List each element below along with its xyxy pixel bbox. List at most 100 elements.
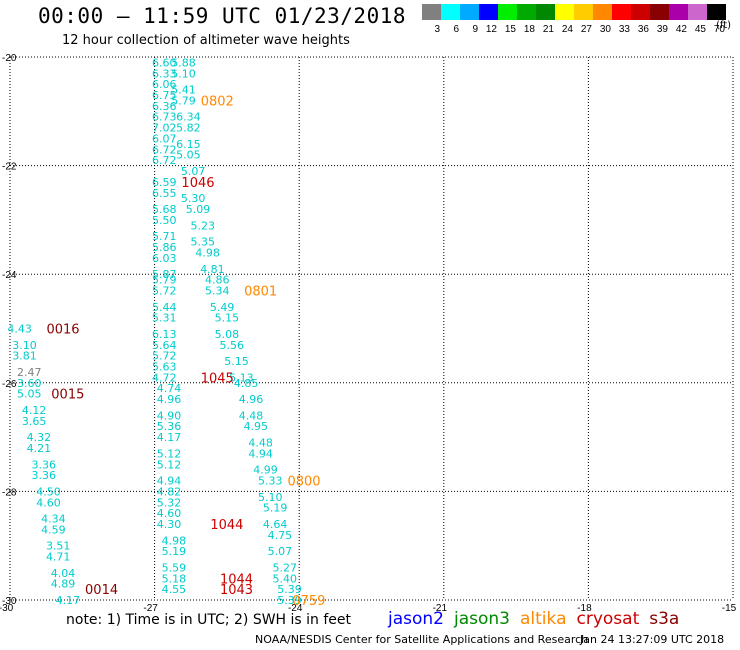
legend-entry-altika: altika [520, 609, 567, 629]
swh-value-label: 5.32 [157, 496, 182, 509]
swh-value-label: 6.59 [152, 176, 177, 189]
color-scale-swatch [669, 4, 688, 20]
swh-value-label: 6.33 [152, 67, 177, 80]
swh-value-label: 4.48 [248, 437, 273, 450]
swh-value-label: 5.56 [219, 339, 244, 352]
swh-value-label: 5.09 [186, 203, 211, 216]
color-scale-label: 27 [581, 24, 593, 35]
y-tick-label: -20 [2, 53, 17, 64]
swh-value-label: 5.79 [152, 274, 177, 287]
swh-value-label: 4.90 [157, 409, 182, 422]
swh-value-label: 5.87 [152, 268, 177, 281]
swh-value-label: 4.94 [157, 475, 182, 488]
color-scale-swatch [536, 4, 555, 20]
color-scale-swatch [479, 4, 498, 20]
swh-value-label: 5.05 [176, 149, 201, 162]
footnote: note: 1) Time is in UTC; 2) SWH is in fe… [66, 612, 352, 628]
swh-value-label: 6.15 [176, 138, 201, 151]
swh-value-label: 5.07 [268, 545, 293, 558]
color-scale-swatch [422, 4, 441, 20]
swh-value-label: 5.64 [152, 339, 177, 352]
x-tick-label: -18 [577, 603, 592, 614]
pass-time-label: 1045 [201, 371, 234, 386]
color-scale-label: 24 [562, 24, 574, 35]
swh-value-label: 5.15 [224, 355, 249, 368]
swh-value-label: 6.75 [152, 89, 177, 102]
swh-value-label: 4.43 [7, 323, 32, 336]
swh-value-label: 4.30 [157, 518, 182, 531]
swh-value-label: 5.31 [152, 312, 177, 325]
pass-time-label: 1044 [210, 518, 243, 533]
pass-time-label: 1044 [220, 572, 253, 587]
swh-value-label: 4.60 [157, 507, 182, 520]
swh-value-label: 5.36 [157, 420, 182, 433]
swh-value-label: 3.36 [31, 458, 56, 471]
swh-value-label: 4.96 [239, 393, 264, 406]
color-scale-swatch [441, 4, 460, 20]
swh-value-label: 6.06 [152, 78, 177, 91]
swh-value-label: 6.07 [152, 132, 177, 145]
swh-value-label: 5.13 [229, 371, 254, 384]
color-scale-swatch [460, 4, 479, 20]
x-tick-label: -24 [288, 603, 303, 614]
swh-value-label: 4.96 [157, 393, 182, 406]
swh-value-label: 4.17 [157, 431, 182, 444]
pass-time-label: 0801 [244, 284, 277, 299]
legend-entry-cryosat: cryosat [576, 609, 640, 629]
swh-value-label: 5.15 [215, 312, 240, 325]
color-scale-swatch [574, 4, 593, 20]
color-scale-label: 42 [676, 24, 688, 35]
x-tick-label: -27 [143, 603, 158, 614]
swh-value-label: 4.94 [248, 447, 273, 460]
swh-value-label: 4.21 [27, 442, 52, 455]
swh-value-label: 5.49 [210, 301, 235, 314]
swh-value-label: 4.72 [152, 371, 177, 384]
swh-value-label: 4.34 [41, 513, 66, 526]
pass-time-label: 0014 [85, 583, 118, 598]
swh-value-label: 6.03 [152, 252, 177, 265]
pass-time-label: 1046 [181, 176, 214, 191]
swh-value-label: 5.10 [258, 491, 283, 504]
swh-value-label: 4.55 [162, 583, 187, 596]
color-scale-label: 12 [486, 24, 498, 35]
swh-value-label: 5.12 [157, 458, 182, 471]
swh-value-label: 5.27 [272, 561, 297, 574]
swh-value-label: 6.55 [152, 187, 177, 200]
y-tick-label: -30 [2, 596, 17, 607]
swh-value-label: 4.04 [51, 567, 76, 580]
swh-value-label: 4.98 [195, 246, 220, 259]
swh-value-label: 4.48 [239, 409, 264, 422]
swh-value-label: 4.81 [200, 263, 225, 276]
swh-value-label: 5.79 [171, 94, 196, 107]
swh-value-label: 4.86 [205, 274, 230, 287]
color-scale-label: 36 [638, 24, 650, 35]
swh-value-label: 7.02 [152, 122, 177, 135]
color-scale-swatch [688, 4, 707, 20]
swh-value-label: 3.51 [46, 540, 71, 553]
swh-value-label: 5.41 [171, 84, 196, 97]
swh-value-label: 3.10 [12, 339, 37, 352]
swh-value-label: 5.05 [17, 388, 42, 401]
swh-value-label: 4.82 [157, 485, 182, 498]
pass-time-label: 1043 [220, 583, 253, 598]
color-scale-label: 70 [714, 24, 726, 35]
satellite-legend: jason2 jason3 altika cryosat s3a [388, 609, 689, 629]
color-scale-label: 18 [524, 24, 536, 35]
swh-value-label: 6.13 [152, 328, 177, 341]
color-scale-swatch [631, 4, 650, 20]
swh-value-label: 5.68 [152, 203, 177, 216]
x-tick-label: -21 [433, 603, 448, 614]
swh-value-label: 3.36 [31, 469, 56, 482]
color-scale-swatch [707, 4, 726, 20]
color-scale-label: 30 [600, 24, 612, 35]
swh-value-label: 5.39 [277, 594, 302, 607]
swh-value-label: 6.73 [152, 111, 177, 124]
swh-value-label: 4.12 [22, 404, 47, 417]
swh-value-label: 5.50 [152, 214, 177, 227]
pass-time-label: 0759 [292, 594, 325, 609]
swh-value-label: 5.72 [152, 284, 177, 297]
pass-time-label: 0015 [51, 388, 84, 403]
color-scale-swatch [517, 4, 536, 20]
color-scale-label: 39 [657, 24, 669, 35]
swh-value-label: 5.72 [152, 350, 177, 363]
